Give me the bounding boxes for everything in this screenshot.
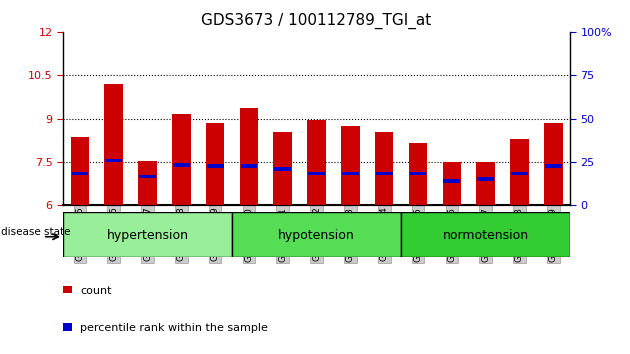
Bar xyxy=(71,137,89,205)
Bar xyxy=(342,172,358,175)
Bar xyxy=(409,143,427,205)
Bar xyxy=(207,164,224,168)
Bar xyxy=(173,163,190,167)
Text: count: count xyxy=(80,286,112,296)
Bar xyxy=(510,139,529,205)
Bar xyxy=(544,123,563,205)
Bar xyxy=(308,172,325,175)
Title: GDS3673 / 100112789_TGI_at: GDS3673 / 100112789_TGI_at xyxy=(202,13,432,29)
Text: percentile rank within the sample: percentile rank within the sample xyxy=(80,323,268,333)
Bar xyxy=(476,162,495,205)
Bar xyxy=(72,172,88,175)
Bar xyxy=(410,172,427,175)
Bar xyxy=(105,159,122,162)
Text: hypertension: hypertension xyxy=(106,229,188,242)
Bar xyxy=(444,179,460,183)
Bar xyxy=(63,212,232,257)
Bar xyxy=(478,177,494,181)
Bar xyxy=(206,123,224,205)
Bar xyxy=(341,126,360,205)
Bar xyxy=(139,175,156,178)
Bar xyxy=(241,164,257,168)
Bar xyxy=(172,114,191,205)
Bar xyxy=(138,160,157,205)
Bar xyxy=(511,172,528,175)
Text: hypotension: hypotension xyxy=(278,229,355,242)
Bar xyxy=(232,212,401,257)
Bar xyxy=(273,132,292,205)
Bar xyxy=(376,172,392,175)
Bar xyxy=(105,84,123,205)
Bar xyxy=(442,162,461,205)
Bar xyxy=(307,120,326,205)
Text: disease state: disease state xyxy=(1,227,71,237)
Bar xyxy=(375,132,394,205)
Bar xyxy=(239,108,258,205)
Bar xyxy=(63,324,72,331)
Bar xyxy=(63,286,72,293)
Bar xyxy=(545,164,561,168)
Bar xyxy=(275,167,291,171)
Bar xyxy=(401,212,570,257)
Text: normotension: normotension xyxy=(442,229,529,242)
